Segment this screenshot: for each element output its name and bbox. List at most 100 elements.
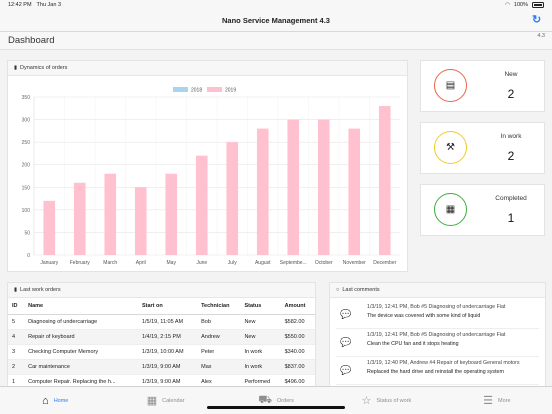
x-tick-label: June: [196, 260, 207, 266]
legend-label: 2018: [191, 88, 202, 94]
table-row[interactable]: 3 Checking Computer Memory 1/3/19, 10:00 A…: [8, 344, 315, 360]
bar-2019: [195, 155, 208, 255]
table-cell: $550.00: [280, 329, 315, 345]
x-tick-label: March: [103, 260, 117, 266]
stat-value: 1: [507, 211, 515, 225]
menu-icon: ☰: [483, 395, 493, 407]
comment-body: Replaced the hard drive and reinstall th…: [367, 369, 504, 375]
bar-2019: [317, 119, 330, 255]
tab-more[interactable]: ☰ More: [442, 387, 552, 414]
battery-icon: [532, 2, 544, 8]
bar-2019: [165, 173, 178, 255]
stat-label: In work: [500, 133, 522, 140]
column-header: Start on: [137, 298, 198, 315]
stat-card-in-work[interactable]: ⚒ In work 2: [420, 122, 545, 174]
comment-bubble-icon: 💬: [340, 365, 352, 375]
table-cell: In work: [240, 344, 281, 360]
comment-item[interactable]: 💬 1/3/19, 12:41 PM, Bob #5 Diagnosing of…: [336, 329, 539, 357]
comment-body: The device was covered with some kind of…: [367, 313, 481, 319]
y-tick-label: 50: [24, 230, 30, 236]
x-tick-label: Septembe...: [280, 260, 307, 266]
chart-panel-header: ▮ Dynamics of orders: [8, 61, 407, 76]
comments-panel-header: ○ Last comments: [330, 283, 545, 298]
stat-value: 2: [507, 87, 515, 101]
table-cell: In work: [240, 359, 281, 375]
legend-swatch: [173, 87, 188, 92]
stat-value: 2: [507, 149, 515, 163]
bar-2019: [134, 187, 147, 255]
x-tick-label: October: [315, 260, 333, 266]
table-row[interactable]: 2 Car maintenance 1/3/19, 9:00 AM Max In wor…: [8, 359, 315, 375]
x-tick-label: August: [255, 260, 271, 266]
table-cell: $340.00: [280, 344, 315, 360]
comment-meta: 1/3/19, 12:40 PM, Andrew #4 Repair of ke…: [367, 360, 520, 366]
table-cell: 5: [8, 314, 25, 330]
home-indicator: [207, 406, 345, 409]
tab-status-of-work[interactable]: ☆ Status of work: [331, 387, 441, 414]
table-row[interactable]: 4 Repair of keyboard 1/4/19, 2:15 PM Andrew…: [8, 329, 315, 345]
orders-chart-panel: ▮ Dynamics of orders 0 50 100 150 200 250 300 3…: [7, 60, 408, 272]
x-tick-label: May: [167, 260, 177, 266]
x-tick-label: April: [136, 260, 146, 266]
hammer-icon: ⚒: [434, 131, 467, 164]
table-cell: Diagnosing of undercarriage: [24, 314, 138, 330]
comment-bubble-icon: 💬: [340, 309, 352, 319]
stat-card-new[interactable]: ▤ New 2: [420, 60, 545, 112]
tab-label: Orders: [277, 397, 294, 404]
y-tick-label: 150: [22, 185, 31, 191]
stat-card-completed[interactable]: ▦ Completed 1: [420, 184, 545, 236]
column-header: Technician: [197, 298, 241, 315]
version-label: 4.3: [537, 33, 545, 39]
table-cell: $837.00: [280, 359, 315, 375]
table-cell: $582.00: [280, 314, 315, 330]
home-icon: ⌂: [42, 394, 49, 407]
app-title: Nano Service Management 4.3: [222, 16, 330, 25]
document-icon: ▤: [434, 69, 467, 102]
wifi-icon: ◠: [505, 2, 510, 8]
table-cell: Max: [197, 359, 241, 375]
column-header: ID: [8, 298, 25, 315]
table-cell: Car maintenance: [24, 359, 138, 375]
status-time: 12:42 PM: [8, 2, 32, 8]
table-cell: 1/3/19, 9:00 AM: [137, 359, 198, 375]
y-tick-label: 350: [22, 95, 31, 101]
bar-2019: [43, 200, 56, 255]
tab-calendar[interactable]: ▦ Calendar: [110, 387, 220, 414]
comments-header-icon: ○: [336, 287, 340, 293]
comment-bubble-icon: 💬: [340, 337, 352, 347]
tab-label: Status of work: [376, 397, 412, 404]
bar-2019: [348, 128, 361, 255]
page-header: Dashboard 4.3: [0, 32, 552, 50]
table-row[interactable]: 5 Diagnosing of undercarriage 1/5/19, 11:0…: [8, 314, 315, 330]
work-orders-table: ID Name Start on Technician Status Amount 5 Di…: [8, 298, 315, 390]
y-tick-label: 300: [22, 118, 31, 124]
comment-item[interactable]: 💬 1/3/19, 12:40 PM, Andrew #4 Repair of …: [336, 357, 539, 385]
comment-meta: 1/3/19, 12:41 PM, Bob #5 Diagnosing of u…: [367, 304, 506, 310]
tab-orders[interactable]: ⛟ Orders: [221, 387, 331, 414]
page-title: Dashboard: [8, 35, 55, 46]
bar-2019: [104, 173, 117, 255]
chart-panel-title: Dynamics of orders: [20, 65, 68, 71]
x-tick-label: November: [343, 260, 366, 266]
bar-2019: [73, 182, 86, 255]
table-cell: 1/4/19, 2:15 PM: [137, 329, 198, 345]
comment-meta: 1/3/19, 12:41 PM, Bob #5 Diagnosing of u…: [367, 332, 506, 338]
tab-home[interactable]: ⌂ Home: [0, 387, 110, 414]
bar-2019: [378, 106, 391, 256]
x-tick-label: January: [40, 260, 58, 266]
orders-icon: ▮: [14, 287, 18, 293]
nav-bar: Nano Service Management 4.3 ↻: [0, 10, 552, 32]
refresh-icon[interactable]: ↻: [532, 14, 542, 26]
table-cell: 2: [8, 359, 25, 375]
chart-icon: ▮: [14, 65, 18, 71]
status-bar: 12:42 PM Thu Jan 3 ◠ 100%: [0, 0, 552, 10]
bar-2019: [256, 128, 269, 255]
table-cell: 1/5/19, 11:05 AM: [137, 314, 198, 330]
legend-label: 2019: [225, 88, 236, 94]
calendar-icon: ▦: [146, 395, 158, 407]
table-cell: New: [240, 329, 281, 345]
table-cell: 1/3/19, 10:00 AM: [137, 344, 198, 360]
y-tick-label: 0: [27, 253, 30, 259]
comment-item[interactable]: 💬 1/3/19, 12:41 PM, Bob #5 Diagnosing of…: [336, 301, 539, 329]
orders-bar-chart: 0 50 100 150 200 250 300 350 January February Marc…: [22, 87, 400, 266]
